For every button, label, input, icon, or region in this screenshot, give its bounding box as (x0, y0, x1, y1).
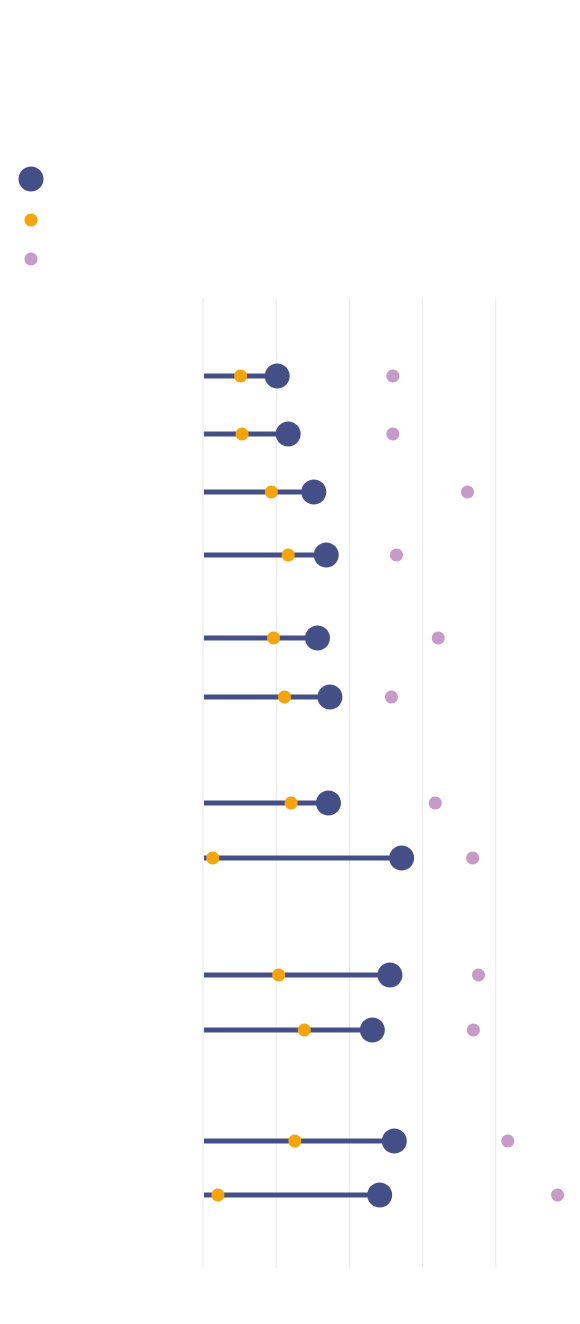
secondary-point-2 (235, 427, 249, 441)
legend-marker-main (18, 166, 44, 192)
tertiary-point-11 (501, 1134, 515, 1148)
main-point-9 (377, 962, 403, 988)
gridlines (202, 298, 497, 1268)
secondary-point-8 (206, 851, 220, 865)
main-point-2 (275, 421, 301, 447)
legend-marker-tertiary (24, 252, 38, 266)
secondary-point-7 (284, 796, 298, 810)
secondary-point-12 (211, 1188, 225, 1202)
tertiary-point-3 (461, 485, 475, 499)
tertiary-point-7 (428, 796, 442, 810)
tertiary-point-1 (386, 369, 400, 383)
chart-marks (204, 363, 565, 1208)
tertiary-point-6 (384, 690, 398, 704)
main-point-5 (304, 625, 330, 651)
legend-marker-secondary (24, 213, 38, 227)
main-point-4 (313, 542, 339, 568)
tertiary-point-12 (551, 1188, 565, 1202)
secondary-point-5 (267, 631, 281, 645)
tertiary-point-8 (466, 851, 480, 865)
main-point-3 (301, 479, 327, 505)
main-point-6 (317, 684, 343, 710)
tertiary-point-5 (431, 631, 445, 645)
main-point-8 (389, 845, 415, 871)
main-point-10 (359, 1017, 385, 1043)
secondary-point-4 (281, 548, 295, 562)
legend (18, 166, 44, 266)
secondary-point-11 (288, 1134, 302, 1148)
tertiary-point-4 (390, 548, 404, 562)
secondary-point-3 (264, 485, 278, 499)
secondary-point-9 (272, 968, 286, 982)
tertiary-point-10 (466, 1023, 480, 1037)
main-point-11 (381, 1128, 407, 1154)
secondary-point-1 (234, 369, 248, 383)
main-point-12 (367, 1182, 393, 1208)
main-point-7 (315, 790, 341, 816)
main-point-1 (264, 363, 290, 389)
secondary-point-10 (297, 1023, 311, 1037)
secondary-point-6 (278, 690, 292, 704)
tertiary-point-9 (472, 968, 485, 982)
tertiary-point-2 (386, 427, 400, 441)
